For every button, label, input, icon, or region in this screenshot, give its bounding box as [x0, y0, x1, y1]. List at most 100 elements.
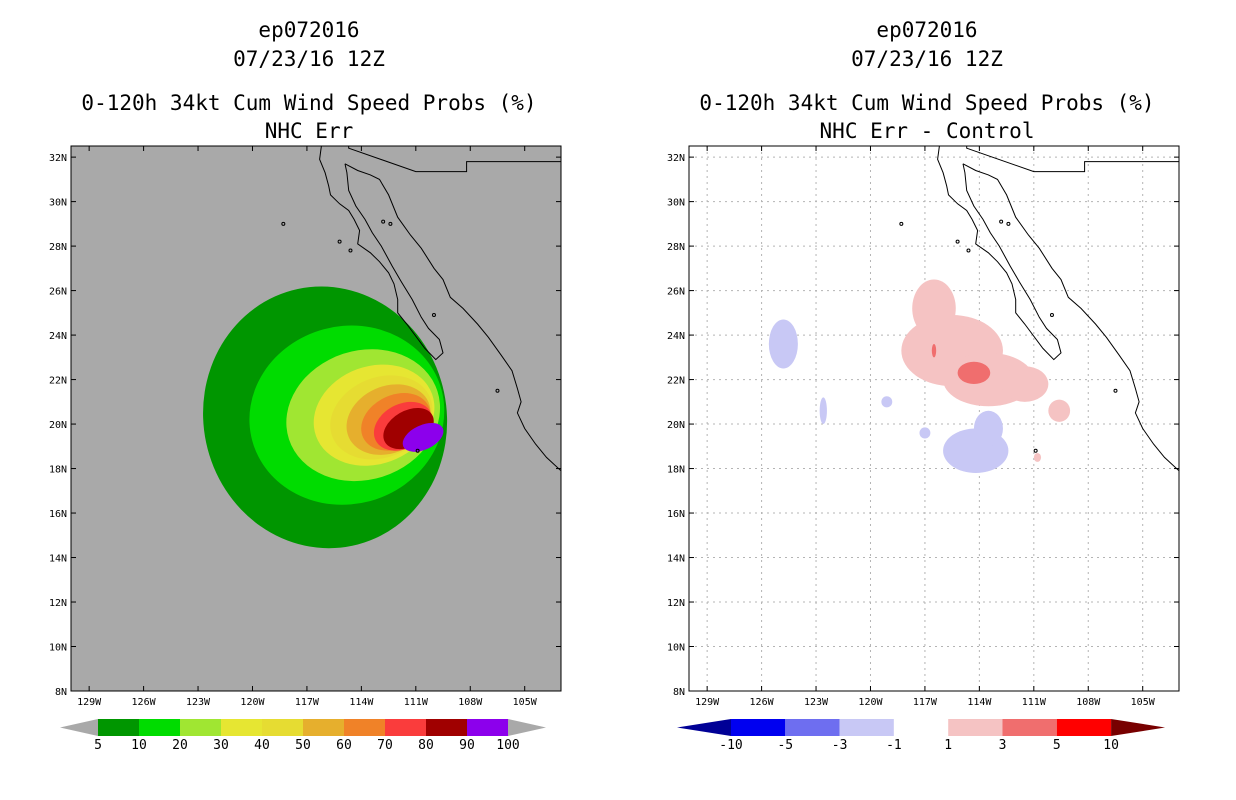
right-title-line-2: 07/23/16 12Z — [851, 47, 1003, 71]
x-tick-label: 111W — [404, 697, 429, 708]
left-title-line-3: 0-120h 34kt Cum Wind Speed Probs (%) — [81, 91, 536, 115]
colorbar-cell — [385, 719, 426, 736]
island — [431, 313, 436, 318]
colorbar-label: 80 — [418, 738, 434, 753]
y-tick-label: 12N — [667, 598, 685, 609]
y-tick-label: 10N — [667, 643, 685, 654]
right-axes: 129W 126W 123W 120W 117W 114W 111W 108W 105W 8N 10… — [667, 146, 1179, 708]
difference-blob — [1001, 366, 1049, 402]
left-plot-frame — [70, 145, 562, 692]
y-tick-label: 18N — [49, 465, 67, 476]
island — [337, 239, 342, 244]
colorbar-cell — [467, 719, 508, 736]
y-tick-label: 16N — [667, 509, 685, 520]
island — [348, 248, 353, 253]
island — [966, 248, 971, 253]
right-panel: ep072016 07/23/16 12Z 0-120h 34kt Cum Wi… — [667, 18, 1180, 753]
colorbar-label: 40 — [254, 738, 270, 753]
colorbar-label: 100 — [496, 738, 519, 753]
colorbar-label: 1 — [944, 738, 952, 753]
island — [388, 221, 393, 226]
left-colorbar: 5 10 20 30 40 50 60 70 80 90 100 — [60, 719, 546, 753]
colorbar-cell — [1002, 719, 1057, 736]
right-difference-field — [768, 279, 1071, 473]
colorbar-under-triangle — [677, 719, 731, 736]
left-probability-contours — [203, 286, 448, 549]
y-tick-label: 20N — [49, 420, 67, 431]
y-tick-label: 14N — [667, 554, 685, 565]
difference-blob — [881, 396, 893, 408]
mainland-coastline — [344, 163, 561, 472]
x-tick-label: 129W — [77, 697, 102, 708]
difference-blob — [919, 427, 931, 439]
colorbar-over-triangle — [508, 719, 546, 736]
colorbar-label: 20 — [172, 738, 188, 753]
colorbar-cell — [139, 719, 180, 736]
baja-coastline — [319, 146, 444, 361]
x-tick-label: 126W — [132, 697, 157, 708]
x-tick-label: 120W — [240, 697, 265, 708]
difference-blob — [931, 343, 937, 358]
y-tick-label: 32N — [667, 153, 685, 164]
mainland-coastline — [962, 163, 1179, 472]
y-tick-label: 24N — [49, 331, 67, 342]
left-panel: ep072016 07/23/16 12Z 0-120h 34kt Cum Wi… — [49, 18, 562, 753]
right-title-line-4: NHC Err - Control — [820, 119, 1035, 143]
y-tick-label: 10N — [49, 643, 67, 654]
colorbar-cell — [1056, 719, 1112, 736]
right-colorbar: -10 -5 -3 -1 1 3 5 10 — [677, 719, 1166, 753]
y-tick-label: 28N — [49, 242, 67, 253]
right-title-line-3: 0-120h 34kt Cum Wind Speed Probs (%) — [699, 91, 1154, 115]
colorbar-label: 30 — [213, 738, 229, 753]
colorbar-label: 60 — [336, 738, 352, 753]
colorbar-label: 10 — [131, 738, 147, 753]
island — [415, 448, 420, 453]
colorbar-label: 5 — [1053, 738, 1061, 753]
colorbar-cell — [839, 719, 894, 736]
left-title-line-1: ep072016 — [258, 18, 359, 42]
colorbar-label: 50 — [295, 738, 311, 753]
left-axes: 129W 126W 123W 120W 117W 114W 111W 108W 105W 8N 10… — [49, 146, 561, 708]
us-mexico-border — [966, 146, 1179, 173]
y-tick-label: 32N — [49, 153, 67, 164]
x-tick-label: 108W — [1076, 697, 1101, 708]
y-tick-label: 8N — [673, 687, 685, 698]
contour-90 — [402, 422, 444, 452]
difference-blob — [1033, 452, 1042, 462]
baja-coastline — [937, 146, 1062, 361]
right-plot-background — [689, 146, 1179, 691]
colorbar-cell — [303, 719, 344, 736]
island — [999, 219, 1004, 224]
x-tick-label: 117W — [913, 697, 938, 708]
island — [1006, 221, 1011, 226]
y-tick-label: 22N — [49, 376, 67, 387]
y-tick-label: 18N — [667, 465, 685, 476]
colorbar-label: -10 — [719, 738, 742, 753]
island — [899, 221, 904, 226]
island — [1113, 388, 1118, 393]
difference-blob — [768, 319, 798, 369]
left-title: ep072016 07/23/16 12Z 0-120h 34kt Cum Wi… — [81, 18, 536, 143]
right-title-line-1: ep072016 — [876, 18, 977, 42]
colorbar-cell — [731, 719, 786, 736]
colorbar-cell — [344, 719, 385, 736]
y-tick-label: 26N — [49, 287, 67, 298]
x-tick-label: 111W — [1022, 697, 1047, 708]
right-plot-frame — [688, 145, 1180, 692]
difference-blob — [1048, 399, 1071, 422]
colorbar-label: 3 — [999, 738, 1007, 753]
island — [955, 239, 960, 244]
y-tick-label: 14N — [49, 554, 67, 565]
y-tick-label: 12N — [49, 598, 67, 609]
colorbar-cell — [221, 719, 262, 736]
colorbar-label: -3 — [832, 738, 848, 753]
left-title-line-4: NHC Err — [265, 119, 354, 143]
y-tick-label: 30N — [49, 198, 67, 209]
colorbar-over-triangle — [1111, 719, 1166, 736]
island — [381, 219, 386, 224]
colorbar-label: 10 — [1103, 738, 1119, 753]
y-tick-label: 24N — [667, 331, 685, 342]
colorbar-under-triangle — [60, 719, 98, 736]
left-coastline — [281, 146, 561, 472]
island — [281, 221, 286, 226]
